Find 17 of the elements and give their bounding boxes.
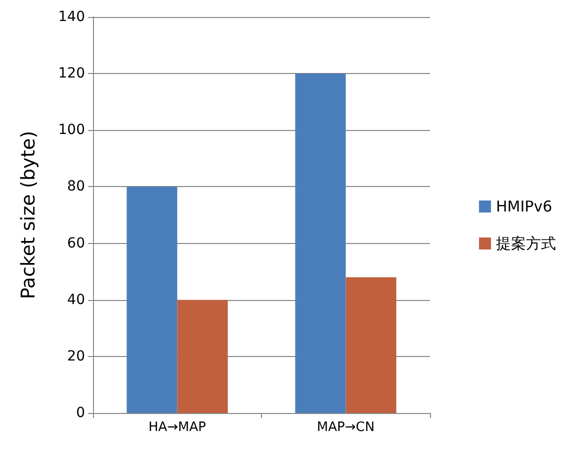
y-axis-title: Packet size (byte): [18, 130, 40, 300]
bar: [295, 74, 346, 413]
legend-label: 提案方式: [496, 234, 556, 252]
y-tick-label: 80: [67, 178, 85, 195]
bar: [346, 277, 396, 413]
y-tick-label: 140: [58, 9, 85, 25]
bar: [177, 300, 228, 413]
y-tick-label: 0: [76, 405, 85, 421]
y-tick-label: 40: [67, 292, 85, 308]
x-tick-label: MAP→CN: [316, 420, 375, 435]
y-tick-label: 20: [67, 348, 85, 364]
y-tick-label: 120: [58, 66, 85, 82]
y-tick-label: 100: [58, 122, 85, 138]
legend-label: HMIPv6: [496, 198, 552, 216]
x-tick-label: HA→MAP: [148, 420, 206, 435]
bar: [126, 186, 178, 413]
y-tick-label: 60: [67, 235, 85, 252]
